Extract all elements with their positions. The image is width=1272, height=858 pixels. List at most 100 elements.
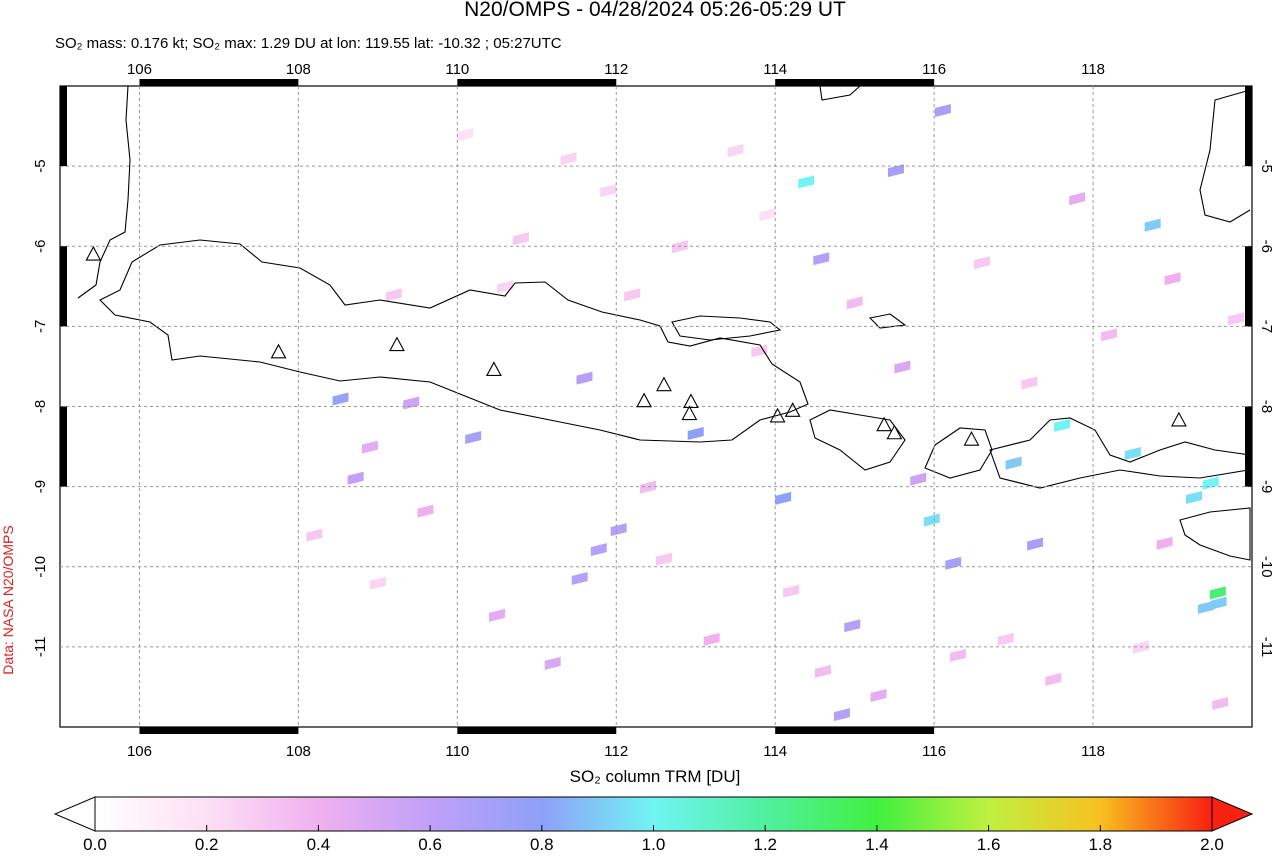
- volcano: [683, 393, 699, 409]
- coastline: [99, 239, 809, 443]
- so2-pixel: [783, 584, 800, 598]
- so2-pixel: [727, 144, 744, 158]
- so2-pixel: [306, 528, 323, 542]
- y-tick-label: -6: [1258, 240, 1272, 253]
- so2-pixel: [600, 184, 617, 198]
- coastline: [819, 85, 907, 329]
- volcano: [963, 430, 980, 446]
- so2-pixel: [1197, 600, 1214, 614]
- frame-bar: [1245, 246, 1252, 327]
- so2-pixel: [576, 371, 593, 385]
- so2-pixel: [844, 619, 861, 633]
- x-tick-label: 112: [604, 743, 628, 760]
- colorbar-tick-label: 0.8: [530, 835, 554, 853]
- chart-subtitle: SO₂ mass: 0.176 kt; SO₂ max: 1.29 DU at …: [55, 35, 562, 52]
- so2-pixel: [369, 576, 386, 590]
- colorbar-tick-label: 0.0: [83, 835, 107, 853]
- coastline: [1199, 89, 1251, 223]
- x-tick-label: 106: [127, 743, 152, 760]
- so2-pixel: [1124, 446, 1141, 460]
- frame-bar: [457, 79, 617, 86]
- y-tick-label: -10: [1258, 556, 1272, 578]
- x-tick-label: 118: [1081, 61, 1105, 78]
- coastline: [77, 85, 131, 299]
- coastline: [809, 409, 906, 471]
- colorbar-tick-label: 0.2: [195, 835, 219, 853]
- y-tick-label: -7: [1258, 320, 1272, 333]
- y-tick-label: -9: [1258, 480, 1272, 493]
- y-tick-label: -5: [1258, 159, 1272, 172]
- frame-bar: [139, 79, 299, 86]
- so2-pixel: [923, 513, 940, 527]
- so2-pixel: [1209, 586, 1226, 600]
- colorbar-tick-label: 1.6: [977, 835, 1001, 853]
- so2-pixel: [1212, 696, 1229, 710]
- so2-pixel: [385, 288, 402, 302]
- so2-pixel: [1210, 596, 1227, 610]
- so2-pixel: [1005, 456, 1022, 470]
- pixel-layer: [306, 104, 1245, 722]
- data-credit: Data: NASA N20/OMPS: [0, 525, 16, 674]
- y-tick-label: -11: [1258, 637, 1272, 658]
- so2-pixel: [1164, 272, 1181, 286]
- volcano: [876, 416, 892, 432]
- frame-bar: [60, 246, 67, 327]
- frame-bar: [775, 79, 935, 86]
- x-tick-label: 114: [763, 743, 787, 760]
- coastline: [924, 427, 993, 479]
- x-tick-label: 118: [1081, 743, 1105, 760]
- so2-pixel: [1228, 312, 1245, 326]
- y-tick-label: -11: [32, 637, 49, 658]
- volcano: [270, 343, 287, 359]
- colorbar-tick-label: 1.0: [642, 835, 666, 853]
- frame-bar: [457, 727, 617, 734]
- x-tick-label: 114: [763, 61, 787, 78]
- colorbar-tick-label: 0.6: [418, 835, 442, 853]
- frame-bar: [60, 86, 67, 167]
- volcano: [769, 407, 786, 423]
- colorbar-tick-label: 0.4: [307, 835, 331, 853]
- coastlines: [77, 85, 1251, 561]
- so2-pixel: [973, 256, 990, 270]
- so2-pixel: [813, 252, 830, 266]
- so2-pixel: [571, 571, 588, 585]
- colorbar-tick-label: 1.4: [865, 835, 889, 853]
- volcano: [389, 336, 405, 352]
- so2-pixel: [512, 232, 529, 246]
- colorbar-tick-label: 1.8: [1088, 835, 1112, 853]
- volcano: [784, 402, 801, 417]
- so2-pixel: [949, 648, 966, 662]
- so2-pixel: [833, 708, 850, 722]
- so2-pixel: [1202, 476, 1219, 490]
- colorbar-label: SO₂ column TRM [DU]: [570, 767, 741, 786]
- so2-pixel: [775, 491, 792, 505]
- so2-pixel: [1027, 537, 1044, 551]
- x-tick-label: 116: [922, 61, 946, 78]
- volcano: [656, 376, 672, 392]
- so2-pixel: [870, 688, 887, 702]
- so2-pixel: [610, 523, 627, 537]
- chart-title: N20/OMPS - 04/28/2024 05:26-05:29 UT: [464, 0, 846, 21]
- so2-pixel: [798, 175, 815, 189]
- so2-pixel: [1185, 491, 1202, 505]
- so2-pixel: [457, 128, 474, 142]
- frame-bar: [139, 727, 299, 734]
- so2-pixel: [1054, 418, 1071, 432]
- so2-pixel: [1069, 192, 1086, 206]
- so2-pixel: [997, 632, 1014, 646]
- so2-pixel: [544, 656, 561, 670]
- so2-pixel: [1100, 328, 1117, 342]
- x-tick-label: 108: [286, 61, 311, 78]
- y-tick-label: -9: [32, 480, 49, 493]
- volcano: [636, 392, 653, 408]
- y-tick-label: -6: [32, 240, 49, 253]
- volcano: [485, 361, 502, 376]
- colorbar-over: [1211, 796, 1254, 832]
- colorbar-under: [53, 796, 96, 832]
- so2-pixel: [489, 608, 506, 622]
- so2-pixel: [910, 472, 927, 486]
- axes: [59, 79, 1253, 734]
- so2-pixel: [887, 164, 904, 178]
